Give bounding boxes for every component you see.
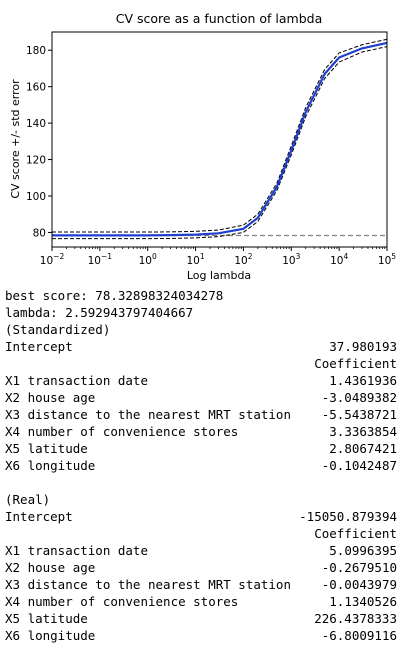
y-tick-label: 80 bbox=[33, 227, 46, 239]
best-score: best score: 78.32898324034278 bbox=[5, 288, 224, 303]
console-output: best score: 78.32898324034278 lambda: 2.… bbox=[0, 287, 417, 644]
y-axis-label: CV score +/- std error bbox=[9, 79, 22, 199]
coef-value: 3.3363854 bbox=[329, 424, 397, 439]
coef-value: -0.0043979 bbox=[321, 577, 397, 592]
standardized-coef-header-line: Coefficient bbox=[0, 355, 417, 372]
x-tick-label: 100 bbox=[139, 252, 157, 267]
coef-value: -6.8009116 bbox=[321, 628, 397, 643]
table-row: X6 longitude -0.1042487 bbox=[0, 457, 417, 474]
coef-label: X6 longitude bbox=[5, 628, 96, 643]
coef-label: X1 transaction date bbox=[5, 543, 148, 558]
coef-value: 5.0996395 bbox=[329, 543, 397, 558]
table-row: X4 number of convenience stores 1.1340526 bbox=[0, 593, 417, 610]
real-intercept-value: -15050.879394 bbox=[299, 509, 397, 524]
chart-title: CV score as a function of lambda bbox=[116, 11, 323, 26]
coef-value: -0.1042487 bbox=[321, 458, 397, 473]
x-tick-label: 103 bbox=[282, 252, 300, 267]
plot-frame bbox=[51, 31, 388, 248]
standardized-intercept-value: 37.980193 bbox=[329, 339, 397, 354]
blank-line bbox=[0, 474, 417, 491]
table-row: X1 transaction date 5.0996395 bbox=[0, 542, 417, 559]
coef-label: X1 transaction date bbox=[5, 373, 148, 388]
coef-label: X6 longitude bbox=[5, 458, 96, 473]
coef-label: X2 house age bbox=[5, 390, 96, 405]
standardized-intercept-line: Intercept 37.980193 bbox=[0, 338, 417, 355]
std-error-band-line bbox=[52, 46, 388, 240]
coef-value: -0.2679510 bbox=[321, 560, 397, 575]
x-axis-label: Log lambda bbox=[187, 269, 251, 282]
coef-label: X4 number of convenience stores bbox=[5, 594, 239, 609]
x-tick-label: 10−2 bbox=[40, 252, 65, 267]
x-tick-label: 101 bbox=[186, 252, 204, 267]
table-row: X1 transaction date 1.4361936 bbox=[0, 372, 417, 389]
best-score-line: best score: 78.32898324034278 bbox=[0, 287, 417, 304]
coef-label: X3 distance to the nearest MRT station bbox=[5, 577, 291, 592]
coef-value: 1.4361936 bbox=[329, 373, 397, 388]
std-error-band-line bbox=[52, 38, 388, 233]
lambda-line: lambda: 2.592943797404667 bbox=[0, 304, 417, 321]
y-tick-label: 100 bbox=[26, 191, 46, 203]
standardized-header-line: (Standardized) bbox=[0, 321, 417, 338]
coef-label: X3 distance to the nearest MRT station bbox=[5, 407, 291, 422]
y-axis-ticks: 80 100 120 140 160 180 bbox=[26, 45, 52, 239]
coef-value: -5.5438721 bbox=[321, 407, 397, 422]
y-tick-label: 140 bbox=[26, 118, 46, 130]
cv-score-line bbox=[52, 41, 388, 237]
real-coef-header-line: Coefficient bbox=[0, 525, 417, 542]
coef-value: 2.8067421 bbox=[329, 441, 397, 456]
coef-label: X5 latitude bbox=[5, 611, 88, 626]
table-row: X2 house age -0.2679510 bbox=[0, 559, 417, 576]
x-tick-label: 10−1 bbox=[88, 252, 113, 267]
table-row: X3 distance to the nearest MRT station -0… bbox=[0, 576, 417, 593]
real-intercept-label: Intercept bbox=[5, 509, 73, 524]
coef-value: 226.4378333 bbox=[314, 611, 397, 626]
real-header: (Real) bbox=[5, 492, 51, 507]
table-row: X6 longitude -6.8009116 bbox=[0, 627, 417, 644]
x-tick-label: 104 bbox=[330, 252, 348, 267]
coef-label: X5 latitude bbox=[5, 441, 88, 456]
table-row: X2 house age -3.0489382 bbox=[0, 389, 417, 406]
standardized-header: (Standardized) bbox=[5, 322, 111, 337]
table-row: X3 distance to the nearest MRT station -5… bbox=[0, 406, 417, 423]
coef-value: 1.1340526 bbox=[329, 594, 397, 609]
coef-label: X4 number of convenience stores bbox=[5, 424, 239, 439]
real-header-line: (Real) bbox=[0, 491, 417, 508]
real-intercept-line: Intercept -15050.879394 bbox=[0, 508, 417, 525]
coef-label: X2 house age bbox=[5, 560, 96, 575]
y-tick-label: 120 bbox=[26, 155, 46, 167]
standardized-intercept-label: Intercept bbox=[5, 339, 73, 354]
table-row: X5 latitude 2.8067421 bbox=[0, 440, 417, 457]
table-row: X5 latitude 226.4378333 bbox=[0, 610, 417, 627]
cv-score-chart: CV score as a function of lambda 80 100 12… bbox=[9, 11, 396, 282]
y-tick-label: 180 bbox=[26, 45, 46, 57]
x-axis-ticks: 10−2 10−1 100 101 102 103 104 105 bbox=[40, 247, 396, 267]
real-coef-header: Coefficient bbox=[314, 526, 397, 541]
series-layer bbox=[52, 38, 388, 240]
x-tick-label: 102 bbox=[234, 252, 252, 267]
coef-value: -3.0489382 bbox=[321, 390, 397, 405]
y-tick-label: 160 bbox=[26, 82, 46, 94]
best-lambda: lambda: 2.592943797404667 bbox=[5, 305, 194, 320]
table-row: X4 number of convenience stores 3.3363854 bbox=[0, 423, 417, 440]
standardized-coef-header: Coefficient bbox=[314, 356, 397, 371]
x-tick-label: 105 bbox=[378, 252, 396, 267]
